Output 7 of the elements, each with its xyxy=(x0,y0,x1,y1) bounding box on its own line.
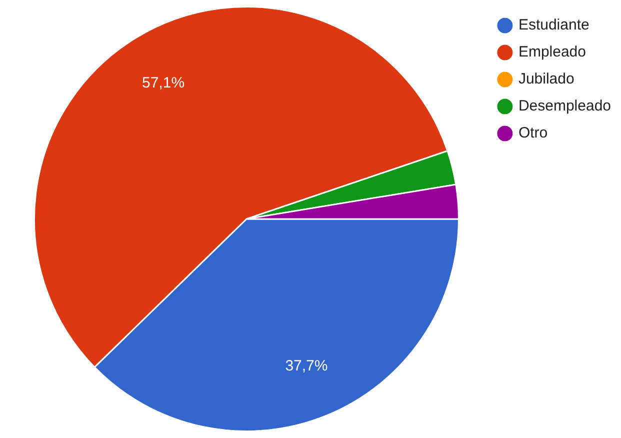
data-label: 57,1% xyxy=(142,74,185,92)
legend-label: Jubilado xyxy=(518,70,574,88)
legend-label: Otro xyxy=(518,124,548,142)
legend-label: Estudiante xyxy=(518,16,590,34)
legend-label: Empleado xyxy=(518,44,586,61)
legend-label: Desempleado xyxy=(518,98,612,115)
data-label: 37,7% xyxy=(285,358,328,375)
